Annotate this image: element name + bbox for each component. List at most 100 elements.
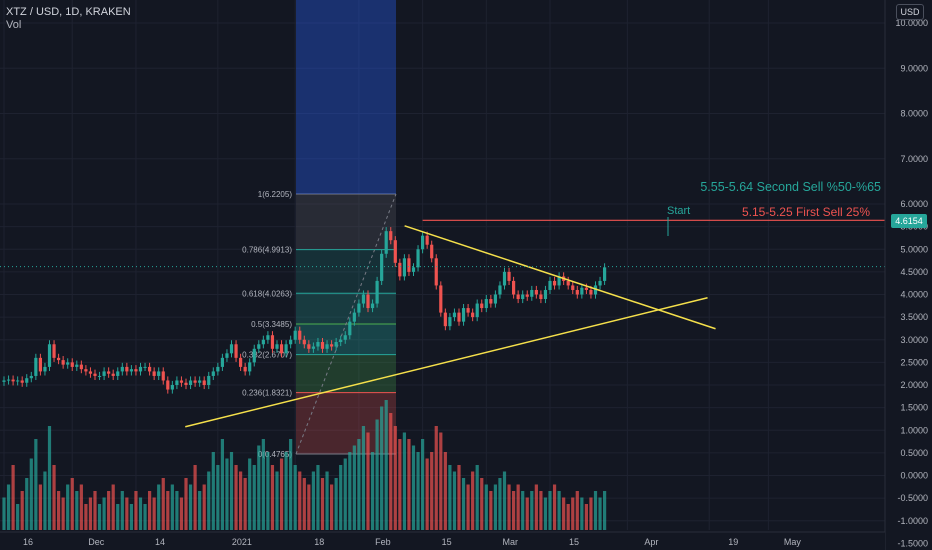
volume-bar	[66, 484, 70, 530]
candle-body	[38, 357, 42, 372]
symbol-title[interactable]: XTZ / USD, 1D, KRAKEN	[6, 6, 131, 18]
candle-body	[430, 244, 434, 259]
volume-bar	[202, 484, 206, 530]
volume-bar	[457, 465, 461, 530]
volume-bar	[411, 445, 416, 530]
volume-bar	[320, 478, 325, 530]
volume-bar	[43, 471, 47, 530]
fib-zone	[296, 392, 396, 454]
candle-body	[47, 344, 52, 367]
volume-bar	[571, 497, 575, 530]
candle-body	[421, 235, 425, 250]
volume-bar	[603, 491, 607, 530]
candle-body	[439, 285, 443, 313]
volume-bar	[70, 478, 74, 530]
volume-bar	[484, 484, 488, 530]
volume-bar	[480, 478, 484, 530]
fib-zone	[296, 249, 396, 294]
candle-body	[111, 373, 115, 376]
candle-body	[211, 371, 215, 376]
candle-body	[193, 380, 197, 383]
candle-body	[334, 342, 338, 347]
currency-badge[interactable]: USD	[896, 4, 924, 20]
volume-bar	[111, 484, 115, 530]
volume-bar	[521, 491, 525, 530]
time-tick-label: 18	[314, 537, 324, 547]
candle-body	[375, 280, 379, 304]
fib-trend-line	[295, 193, 397, 455]
candle-body	[316, 342, 320, 347]
volume-bar	[580, 497, 584, 530]
volume-bar	[97, 504, 102, 530]
fib-level-label: 0(0.4765)	[258, 450, 293, 459]
candle-body	[425, 235, 429, 245]
volume-bar	[552, 484, 557, 530]
price-axis[interactable]: 10.00009.00008.00007.00006.00005.50005.0…	[884, 0, 932, 550]
candle-body	[593, 285, 598, 295]
volume-bar	[489, 491, 493, 530]
candle-body	[575, 289, 579, 295]
candle-body	[566, 280, 570, 286]
candle-body	[198, 380, 202, 383]
volume-bar	[598, 497, 602, 530]
volume-bar	[138, 497, 143, 530]
price-tick-label: 7.0000	[900, 154, 928, 164]
time-tick-label: Mar	[503, 537, 519, 547]
candle-body	[452, 312, 457, 318]
price-tick-label: 5.0000	[900, 244, 928, 254]
price-tick-label: 1.0000	[900, 425, 928, 435]
volume-bar	[125, 497, 129, 530]
candle-body	[366, 294, 370, 309]
volume-bar	[425, 458, 429, 530]
candle-body	[170, 385, 174, 390]
volume-bar	[343, 458, 347, 530]
candle-body	[352, 312, 356, 322]
volume-bar	[275, 471, 279, 530]
candle-body	[157, 371, 161, 376]
volume-bar	[188, 484, 193, 530]
candle-body	[539, 294, 543, 300]
volume-bar	[498, 478, 502, 530]
candle-body	[480, 303, 484, 309]
volume-bar	[216, 465, 220, 530]
volume-bar	[557, 491, 561, 530]
volume-bar	[84, 504, 88, 530]
volume-bar	[393, 426, 397, 530]
volume-bar	[220, 439, 224, 530]
price-axis-bg	[885, 0, 932, 550]
candle-body	[289, 339, 293, 345]
candle-body	[97, 375, 102, 377]
volume-bar	[129, 504, 133, 530]
annotations: 5.55-5.64 Second Sell %50-%65 5.15-5.25 F…	[667, 180, 881, 236]
candle-body	[380, 253, 384, 281]
volume-bar	[562, 497, 566, 530]
price-tick-label: -1.5000	[897, 538, 928, 548]
fib-level-label: 0.236(1.8321)	[242, 389, 292, 398]
candle-body	[148, 366, 152, 372]
time-tick-label: Apr	[644, 537, 658, 547]
volume-bar	[548, 491, 552, 530]
candle-body	[175, 380, 179, 385]
fibonacci-retracement: 1(6.2205) 0.786(4.9913) 0.618(4.0263) 0.5(3…	[242, 0, 397, 459]
target-zone	[296, 0, 396, 195]
volume-bar	[384, 400, 388, 530]
volume-bar	[107, 491, 111, 530]
volume-bar	[79, 484, 83, 530]
volume-bar	[211, 452, 215, 530]
candle-body	[102, 371, 106, 376]
volume-bar	[380, 406, 384, 530]
time-axis[interactable]: 16 Dec 14 2021 18 Feb 15 Mar 15 Apr 19 May	[0, 531, 885, 550]
volume-bar	[584, 504, 588, 530]
volume-bar	[75, 491, 79, 530]
candlesticks	[2, 227, 607, 394]
candle-body	[311, 346, 315, 349]
candle-body	[557, 276, 561, 286]
candle-body	[152, 371, 156, 376]
volume-bar	[452, 471, 457, 530]
volume-bar	[348, 452, 352, 530]
volume-bar	[57, 491, 61, 530]
volume-bar	[152, 497, 156, 530]
candle-body	[243, 366, 247, 372]
price-tick-label: 10.0000	[895, 18, 928, 28]
